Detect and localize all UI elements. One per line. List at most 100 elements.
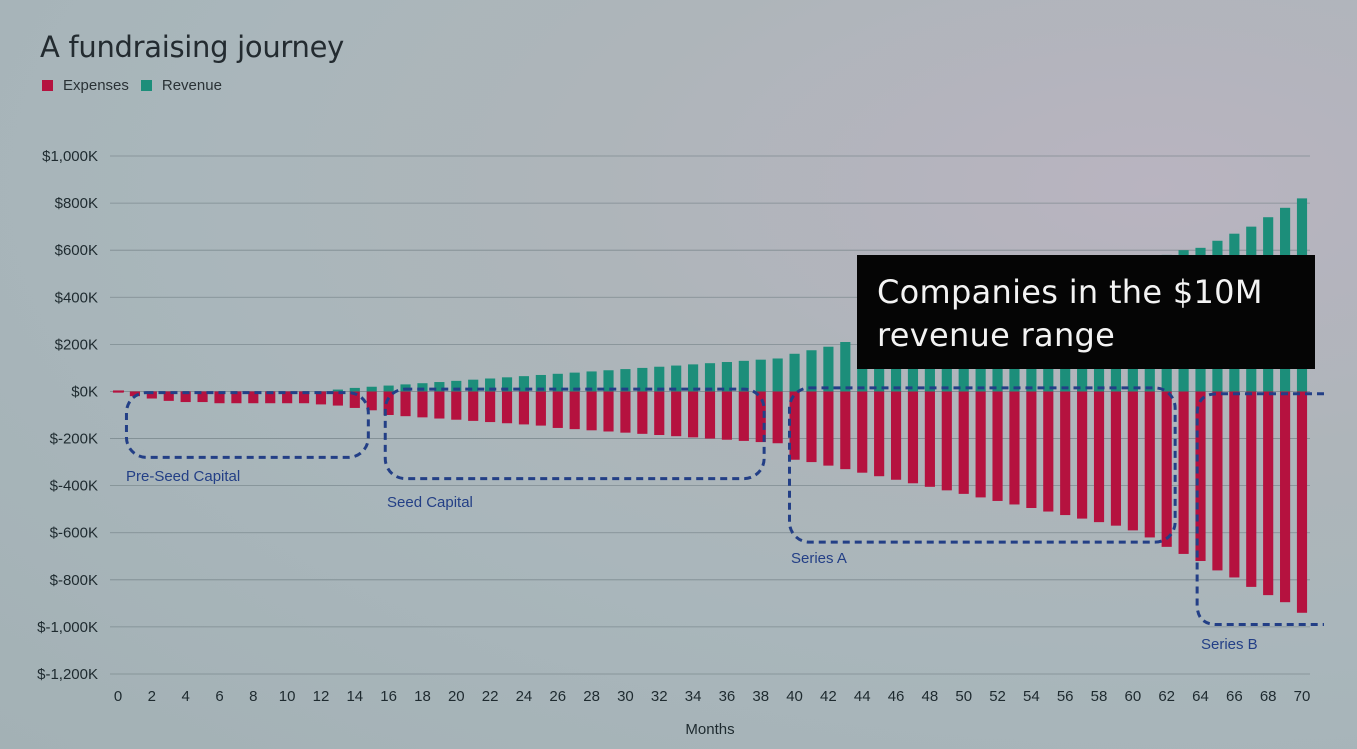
bar-expenses [840, 391, 851, 470]
x-tick-label: 70 [1294, 688, 1311, 705]
bar-expenses [552, 391, 563, 428]
bar-expenses [400, 391, 411, 417]
bar-expenses [569, 391, 580, 430]
bar-expenses [282, 391, 293, 404]
bar-revenue [518, 376, 530, 392]
bar-expenses [129, 391, 140, 397]
bar-revenue [806, 350, 817, 392]
bar-expenses [1026, 391, 1037, 509]
bar-expenses [1195, 391, 1206, 561]
bar-expenses [451, 391, 462, 420]
bar-expenses [248, 391, 259, 404]
legend-item-revenue[interactable]: Revenue [140, 77, 222, 94]
y-tick-label: $200K [55, 336, 98, 353]
bar-expenses [924, 391, 935, 487]
bar-revenue [552, 373, 563, 392]
bar-expenses [518, 391, 530, 425]
bar-expenses [671, 391, 682, 437]
x-tick-label: 6 [215, 688, 223, 705]
bar-revenue [704, 363, 716, 392]
bar-expenses [383, 391, 394, 415]
legend-label-revenue: Revenue [161, 77, 222, 94]
bar-expenses [688, 391, 699, 438]
phase-outlines [124, 386, 1324, 627]
x-tick-label: 30 [617, 688, 634, 705]
bar-revenue [501, 377, 513, 392]
phase-label-seed: Seed Capital [387, 494, 473, 511]
bar-expenses [1161, 391, 1172, 547]
bar-expenses [755, 391, 766, 443]
x-tick-label: 54 [1023, 688, 1040, 705]
bar-revenue [417, 383, 428, 392]
bar-revenue [823, 346, 834, 392]
bar-revenue [535, 374, 546, 392]
bar-expenses [1280, 391, 1291, 603]
bar-expenses [298, 391, 310, 404]
bar-expenses [1229, 391, 1240, 578]
bar-revenue [569, 372, 580, 392]
y-tick-label: $-800K [50, 572, 98, 589]
bar-expenses [857, 391, 868, 473]
bar-expenses [468, 391, 479, 421]
x-tick-label: 18 [414, 688, 431, 705]
x-tick-label: 32 [651, 688, 668, 705]
y-tick-label: $1,000K [42, 148, 98, 165]
bar-revenue [332, 389, 343, 392]
x-tick-label: 64 [1192, 688, 1209, 705]
x-tick-label: 2 [148, 688, 156, 705]
bar-expenses [823, 391, 834, 466]
y-tick-label: $-200K [50, 431, 98, 448]
bar-expenses [620, 391, 631, 433]
bar-expenses [874, 391, 885, 477]
bar-expenses [721, 391, 732, 440]
bar-expenses [180, 391, 191, 403]
x-tick-label: 58 [1091, 688, 1108, 705]
bar-expenses [1296, 391, 1308, 613]
bar-expenses [1110, 391, 1122, 526]
y-tick-label: $-600K [50, 525, 98, 542]
bar-expenses [1009, 391, 1020, 505]
x-tick-label: 10 [279, 688, 296, 705]
bar-expenses [349, 391, 360, 408]
bar-revenue [434, 382, 445, 392]
phase-outline-seed-capital [383, 387, 766, 481]
x-tick-label: 22 [482, 688, 499, 705]
x-tick-label: 14 [346, 688, 363, 705]
bar-expenses [315, 391, 327, 405]
bar-revenue [789, 353, 800, 392]
x-tick-label: 46 [888, 688, 905, 705]
legend: Expenses Revenue [42, 77, 234, 94]
bar-revenue [688, 364, 699, 392]
bar-revenue [603, 370, 614, 392]
x-tick-label: 52 [989, 688, 1006, 705]
bar-revenue [586, 371, 597, 392]
y-tick-label: $-1,200K [37, 666, 98, 683]
phase-outline-series-a [787, 386, 1177, 544]
y-tick-label: $800K [55, 195, 98, 212]
phase-label-series-b: Series B [1201, 636, 1258, 653]
x-tick-label: 66 [1226, 688, 1243, 705]
bar-expenses [434, 391, 445, 419]
bar-expenses [485, 391, 496, 423]
x-tick-label: 20 [448, 688, 465, 705]
bar-expenses [907, 391, 919, 484]
bar-expenses [231, 391, 242, 404]
bar-revenue [654, 366, 665, 392]
bar-expenses [789, 391, 800, 460]
x-tick-label: 16 [380, 688, 397, 705]
legend-item-expenses[interactable]: Expenses [42, 77, 129, 94]
bar-revenue [366, 386, 377, 392]
bar-expenses [1127, 391, 1138, 531]
legend-swatch-revenue [140, 80, 152, 91]
bar-revenue [738, 360, 749, 392]
bar-revenue [451, 380, 462, 392]
x-tick-label: 28 [583, 688, 600, 705]
x-axis-label: Months [685, 721, 734, 738]
bar-expenses [1077, 391, 1088, 519]
x-tick-label: 36 [719, 688, 736, 705]
bar-expenses [586, 391, 597, 431]
bar-revenue [383, 385, 394, 392]
bar-expenses [146, 391, 157, 399]
bar-expenses [417, 391, 428, 418]
